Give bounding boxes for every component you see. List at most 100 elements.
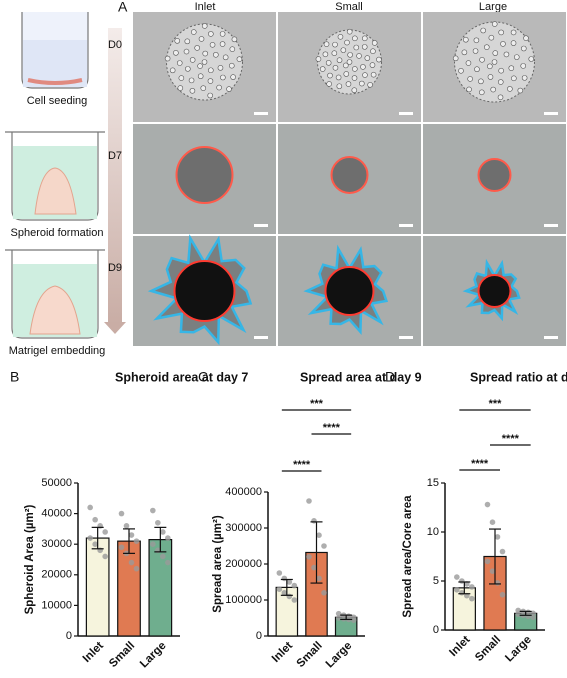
cell — [315, 56, 322, 62]
data-point — [281, 590, 288, 596]
x-tick-label: Inlet — [270, 640, 295, 665]
cell — [188, 77, 195, 84]
data-point — [291, 597, 298, 603]
cell — [497, 94, 504, 101]
data-point — [489, 519, 496, 525]
cell — [183, 48, 190, 55]
cell — [174, 38, 181, 44]
cell — [370, 48, 376, 55]
cell — [458, 67, 464, 74]
cell — [362, 72, 368, 78]
cell — [488, 34, 495, 41]
data-point — [515, 607, 521, 614]
chart-title: Spheroid area at day 7 — [115, 370, 248, 384]
day-label: D9 — [108, 262, 122, 274]
cell — [465, 60, 472, 66]
data-point — [118, 544, 125, 551]
data-point — [530, 614, 536, 621]
data-point — [87, 504, 93, 511]
data-point — [102, 553, 108, 560]
core — [173, 260, 236, 322]
x-tick-label: Small — [473, 634, 503, 664]
cell — [169, 67, 176, 74]
cell — [190, 29, 197, 35]
data-point — [306, 498, 312, 504]
cell — [323, 41, 330, 47]
x-tick-label: Inlet — [447, 634, 472, 659]
cell — [498, 67, 504, 74]
data-point — [291, 582, 298, 589]
cell — [511, 75, 517, 82]
cell — [521, 75, 528, 81]
core — [324, 266, 375, 316]
cell — [331, 50, 338, 57]
cell — [173, 50, 179, 56]
data-point — [499, 548, 506, 555]
cell — [492, 50, 499, 56]
cell — [337, 33, 344, 40]
cell — [200, 85, 207, 91]
cell — [507, 86, 513, 92]
y-tick-label: 0 — [66, 630, 72, 642]
data-point — [335, 610, 342, 617]
cell — [340, 47, 347, 53]
significance-label: **** — [502, 433, 520, 445]
step-label: Spheroid formation — [11, 227, 104, 239]
cell — [491, 59, 498, 65]
data-point — [276, 570, 283, 576]
cell — [478, 89, 485, 96]
panel-label: D — [385, 369, 395, 385]
significance-label: *** — [489, 398, 503, 410]
significance-label: **** — [323, 422, 341, 434]
y-tick-label: 10000 — [41, 599, 72, 611]
cell — [230, 74, 236, 80]
image-grid — [133, 12, 566, 346]
data-point — [316, 532, 322, 538]
y-axis-label: Spread area/Core area — [402, 495, 414, 618]
data-point — [276, 586, 283, 592]
cell — [376, 56, 382, 63]
y-tick-label: 0 — [433, 624, 439, 636]
data-point — [160, 553, 166, 560]
scale-bar — [254, 224, 268, 227]
data-point — [316, 575, 322, 582]
x-tick-label: Large — [324, 640, 355, 671]
cell — [347, 52, 353, 58]
spheroid — [330, 156, 369, 194]
y-tick-label: 20000 — [41, 569, 72, 581]
cell — [528, 56, 535, 62]
y-tick-label: 30000 — [41, 538, 72, 550]
column-header: Large — [479, 1, 507, 13]
cell — [208, 31, 214, 37]
data-point — [128, 559, 135, 566]
cell — [359, 80, 365, 87]
bar — [85, 537, 110, 637]
step-label: Matrigel embedding — [9, 345, 106, 357]
cell — [217, 65, 224, 71]
cell — [461, 49, 468, 56]
data-point — [92, 516, 98, 523]
panel-label: B — [10, 369, 19, 385]
bar — [117, 540, 141, 637]
cell — [497, 79, 504, 85]
scale-bar — [544, 336, 558, 339]
cell — [369, 62, 376, 68]
core — [477, 274, 512, 308]
data-point — [128, 532, 135, 538]
cell — [213, 51, 219, 58]
y-tick-label: 0 — [256, 630, 262, 642]
x-tick-label: Large — [503, 634, 534, 665]
y-tick-label: 15 — [427, 477, 439, 489]
cell — [480, 27, 487, 34]
y-tick-label: 10 — [427, 526, 439, 538]
cell — [194, 45, 200, 51]
data-point — [92, 541, 98, 547]
data-point — [102, 529, 108, 535]
cell — [490, 86, 497, 93]
day-label: D0 — [108, 39, 122, 51]
scale-bar — [399, 112, 413, 115]
cell — [483, 44, 490, 50]
cell — [513, 54, 520, 60]
spheroid — [175, 146, 234, 204]
cell — [500, 41, 506, 47]
